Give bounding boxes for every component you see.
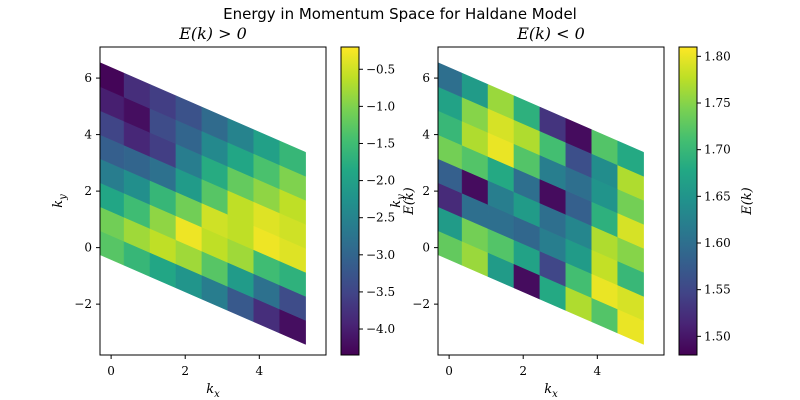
colorbar-tick-label: 1.50 — [704, 329, 731, 343]
x-tick-label: 0 — [107, 364, 115, 378]
colorbar-tick-label: −2.0 — [366, 174, 395, 188]
colorbar-tick-label: 1.75 — [704, 96, 731, 110]
y-tick-label: 2 — [84, 184, 92, 198]
colorbar-tick-label: −2.5 — [366, 211, 395, 225]
colorbar: −4.0 −3.5 −3.0 −2.5 −2.0 −1.5 −1.0 −0.5 E(k) — [340, 46, 417, 356]
x-tick-label: 2 — [519, 364, 527, 378]
y-tick-label: −2 — [74, 297, 92, 311]
panel-1: 0 2 4 −2 0 2 4 6 E(k) > 0 kx ky −4.0 −3.5 −3.0 −2.5 −2.… — [51, 24, 417, 400]
colorbar-gradient — [340, 46, 360, 356]
colorbar-tick-label: −1.0 — [366, 99, 395, 113]
colorbar-tick-label: 1.65 — [704, 189, 731, 203]
x-tick-label: 4 — [593, 364, 601, 378]
panel-title: E(k) < 0 — [516, 24, 585, 43]
axes-frame — [437, 46, 665, 356]
x-tick-label: 0 — [445, 364, 453, 378]
y-tick-label: 4 — [422, 128, 430, 142]
y-axis-label: ky — [389, 194, 407, 208]
y-tick-label: 2 — [422, 184, 430, 198]
y-axis-label: ky — [51, 194, 69, 208]
colorbar-tick-label: 1.70 — [704, 143, 731, 157]
y-tick-label: 0 — [422, 241, 430, 255]
panels: 0 2 4 −2 0 2 4 6 E(k) > 0 kx ky −4.0 −3.5 −3.0 −2.5 −2.… — [51, 24, 755, 400]
x-tick-label: 4 — [255, 364, 263, 378]
colorbar-tick-label: −1.5 — [366, 136, 395, 150]
heatmap-cells — [100, 62, 306, 345]
x-axis-label: kx — [544, 382, 558, 400]
colorbar-tick-label: −3.5 — [366, 285, 395, 299]
panel-title: E(k) > 0 — [178, 24, 247, 43]
y-tick-label: 4 — [84, 128, 92, 142]
y-tick-label: 6 — [422, 71, 430, 85]
colorbar-tick-label: 1.80 — [704, 49, 731, 63]
colorbar-tick-label: 1.60 — [704, 236, 731, 250]
colorbar-tick-label: −3.0 — [366, 248, 395, 262]
heatmap-cells — [438, 62, 644, 345]
x-axis-label: kx — [206, 382, 220, 400]
heatmap-cell — [617, 140, 644, 177]
y-tick-label: 0 — [84, 241, 92, 255]
colorbar-label: E(k) — [402, 187, 417, 216]
colorbar-tick-label: −4.0 — [366, 322, 395, 336]
panel-2: 0 2 4 −2 0 2 4 6 E(k) < 0 kx ky 1.50 1.55 1.60 1.65 1.7… — [389, 24, 755, 400]
colorbar-tick-label: 1.55 — [704, 283, 731, 297]
y-tick-label: 6 — [84, 71, 92, 85]
x-tick-label: 2 — [181, 364, 189, 378]
y-tick-label: −2 — [412, 297, 430, 311]
colorbar-label: E(k) — [740, 187, 755, 216]
colorbar: 1.50 1.55 1.60 1.65 1.70 1.75 1.80 E(k) — [678, 46, 755, 356]
colorbar-gradient — [678, 46, 698, 356]
colorbar-tick-label: −0.5 — [366, 62, 395, 76]
axes-frame — [99, 46, 327, 356]
heatmap-cell — [279, 140, 306, 177]
figure-title: Energy in Momentum Space for Haldane Mod… — [223, 5, 577, 23]
